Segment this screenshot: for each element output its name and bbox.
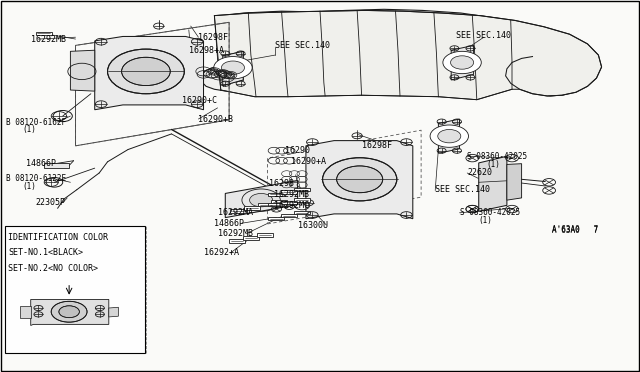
Polygon shape — [223, 51, 243, 86]
Text: (1): (1) — [22, 182, 36, 190]
Polygon shape — [225, 180, 298, 218]
Text: 16292MB: 16292MB — [274, 190, 309, 199]
Text: 16292MB: 16292MB — [218, 229, 253, 238]
Circle shape — [438, 129, 461, 143]
Text: 16300U: 16300U — [298, 221, 328, 230]
Bar — [282, 201, 297, 204]
Text: 14866P: 14866P — [214, 219, 244, 228]
Bar — [230, 209, 246, 213]
Text: 16290+B: 16290+B — [198, 115, 234, 124]
Circle shape — [323, 158, 397, 201]
Bar — [269, 193, 285, 196]
Bar — [294, 188, 310, 191]
Text: (1): (1) — [22, 125, 36, 134]
Text: 14866P: 14866P — [26, 159, 56, 168]
Polygon shape — [451, 45, 474, 80]
Text: SEE SEC.140: SEE SEC.140 — [275, 41, 330, 50]
Text: 16290+A: 16290+A — [291, 157, 326, 166]
Text: 16292MC: 16292MC — [274, 201, 309, 210]
Bar — [282, 214, 297, 217]
Text: 16298+A: 16298+A — [189, 46, 224, 55]
Circle shape — [250, 193, 273, 207]
Polygon shape — [214, 10, 602, 100]
Text: SEE SEC.140: SEE SEC.140 — [435, 185, 490, 194]
Text: B 08120-6122E: B 08120-6122E — [6, 174, 67, 183]
Bar — [5, 226, 145, 353]
Bar — [294, 198, 310, 202]
Text: 16298F: 16298F — [198, 33, 228, 42]
Text: 16298: 16298 — [269, 179, 294, 187]
Bar — [243, 237, 259, 240]
Bar — [257, 203, 274, 206]
Bar — [229, 240, 245, 243]
Text: A'63A0   7: A'63A0 7 — [552, 226, 598, 235]
Circle shape — [214, 57, 252, 79]
Bar — [269, 203, 285, 206]
Circle shape — [51, 301, 87, 322]
Circle shape — [443, 51, 481, 74]
Circle shape — [59, 306, 79, 318]
Bar — [244, 206, 260, 210]
Text: 16292+A: 16292+A — [204, 248, 239, 257]
Bar — [44, 163, 69, 168]
Text: (1): (1) — [486, 160, 500, 169]
Circle shape — [430, 125, 468, 147]
Text: 16290+C: 16290+C — [182, 96, 218, 105]
Text: 22305P: 22305P — [35, 198, 65, 207]
Text: A'63A0   7: A'63A0 7 — [552, 225, 598, 234]
Bar — [269, 217, 285, 220]
Circle shape — [337, 166, 383, 193]
Polygon shape — [20, 306, 31, 318]
Text: SEE SEC.140: SEE SEC.140 — [456, 31, 511, 40]
Text: 16292MA: 16292MA — [218, 208, 253, 217]
Circle shape — [108, 49, 184, 94]
Polygon shape — [306, 141, 413, 219]
Bar — [257, 234, 273, 237]
Polygon shape — [507, 164, 522, 200]
Bar — [282, 190, 297, 193]
Text: 16292MB: 16292MB — [31, 35, 66, 44]
Text: SET-NO.1<BLACK>: SET-NO.1<BLACK> — [8, 248, 83, 257]
Text: S 08360-42025: S 08360-42025 — [460, 208, 520, 217]
Text: 16298F: 16298F — [362, 141, 392, 150]
Polygon shape — [202, 9, 598, 96]
Text: SET-NO.2<NO COLOR>: SET-NO.2<NO COLOR> — [8, 264, 99, 273]
Polygon shape — [479, 156, 507, 211]
Polygon shape — [109, 307, 118, 317]
Polygon shape — [438, 119, 460, 153]
Text: 16290: 16290 — [285, 146, 310, 155]
Text: B 08120-6162F: B 08120-6162F — [6, 118, 67, 126]
Bar — [36, 32, 52, 35]
Circle shape — [221, 61, 244, 74]
Bar — [271, 200, 287, 203]
Text: 22620: 22620 — [467, 169, 492, 177]
Circle shape — [451, 56, 474, 69]
Bar — [294, 211, 310, 214]
Polygon shape — [31, 299, 109, 326]
Text: (1): (1) — [479, 216, 493, 225]
Circle shape — [122, 57, 170, 86]
Text: IDENTIFICATION COLOR: IDENTIFICATION COLOR — [8, 233, 108, 242]
Polygon shape — [95, 36, 204, 110]
Text: S 08360-42025: S 08360-42025 — [467, 152, 527, 161]
Polygon shape — [70, 50, 95, 91]
